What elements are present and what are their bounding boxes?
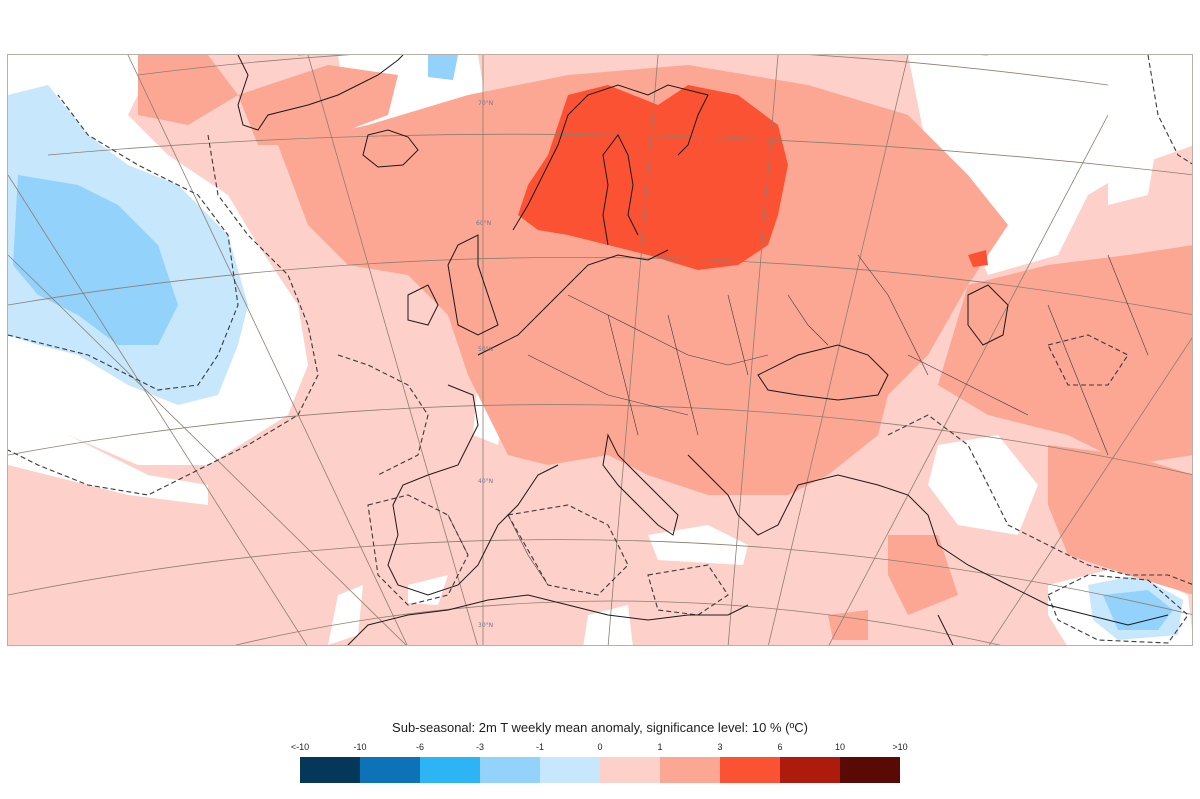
legend-swatch xyxy=(660,757,720,783)
coastlines xyxy=(237,55,1169,645)
negative-anomaly-areas xyxy=(8,55,1183,640)
legend-tick: -1 xyxy=(535,742,545,752)
legend-tick: >10 xyxy=(892,742,908,752)
legend-tick: -3 xyxy=(475,742,485,752)
legend-swatch xyxy=(360,757,420,783)
latitude-labels: 70°N 60°N 50°N 40°N 30°N xyxy=(476,100,493,629)
legend-colorbar xyxy=(300,757,900,783)
lat-label-70: 70°N xyxy=(478,100,493,107)
lat-label-50: 50°N xyxy=(478,346,493,353)
legend-tick: 6 xyxy=(777,742,783,752)
legend-tick: 1 xyxy=(657,742,663,752)
legend-swatch xyxy=(600,757,660,783)
legend-tick: 3 xyxy=(717,742,723,752)
legend-tick: <-10 xyxy=(290,742,310,752)
legend-swatch xyxy=(780,757,840,783)
lat-label-30: 30°N xyxy=(478,622,493,629)
legend-tick: 10 xyxy=(834,742,846,752)
legend-swatch xyxy=(300,757,360,783)
positive-strong-areas xyxy=(518,85,988,270)
lat-label-60: 60°N xyxy=(476,220,491,227)
legend-tick: 0 xyxy=(597,742,603,752)
legend-swatch xyxy=(480,757,540,783)
legend-title: Sub-seasonal: 2m T weekly mean anomaly, … xyxy=(392,720,808,735)
legend-swatch xyxy=(840,757,900,783)
legend-swatch xyxy=(720,757,780,783)
legend-ticks: <-10 -10 -6 -3 -1 0 1 3 6 10 >10 xyxy=(291,742,908,754)
anomaly-map: 70°N 60°N 50°N 40°N 30°N xyxy=(7,54,1193,646)
lat-label-40: 40°N xyxy=(478,478,493,485)
legend-tick: -6 xyxy=(415,742,425,752)
graticule xyxy=(8,55,1192,645)
legend-tick: -10 xyxy=(353,742,367,752)
positive-mid-areas xyxy=(138,55,1192,640)
legend-swatch xyxy=(420,757,480,783)
country-borders xyxy=(447,254,1149,586)
legend-swatch xyxy=(540,757,600,783)
